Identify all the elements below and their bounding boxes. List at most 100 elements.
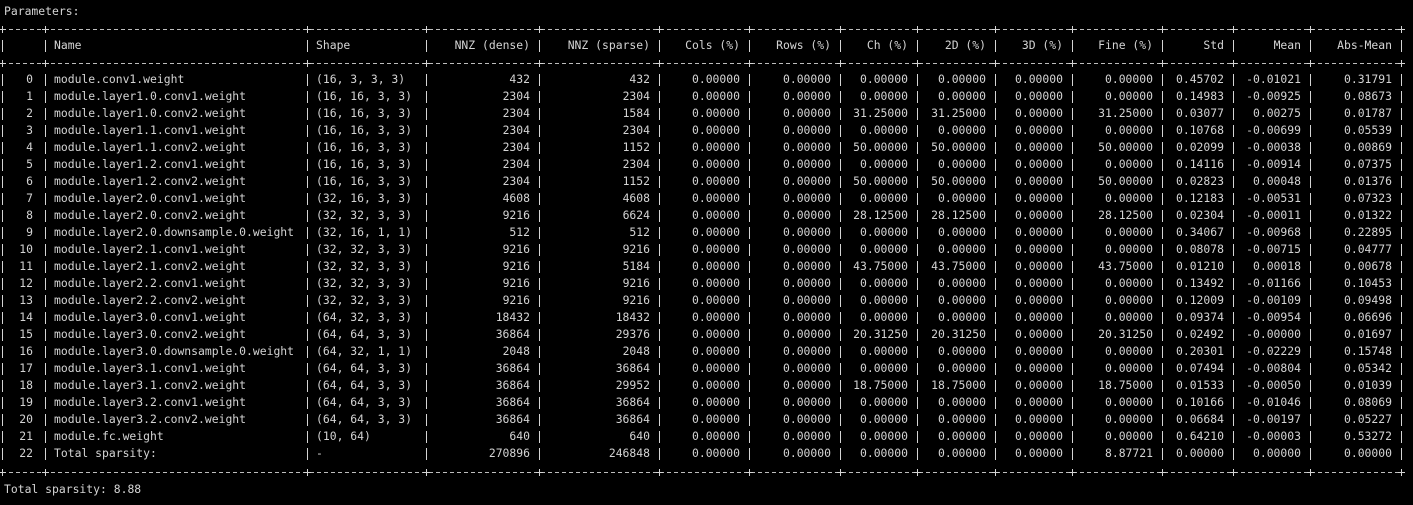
row-index: 15 [19, 327, 33, 341]
cell-value: 0.00000 [859, 225, 908, 239]
column-divider [1310, 363, 1311, 375]
column-divider [1401, 448, 1402, 460]
border-junction [1069, 26, 1076, 33]
cell-value: 0.13492 [1175, 276, 1224, 290]
column-divider [1310, 448, 1311, 460]
cell-value: 0.00000 [1014, 191, 1063, 205]
column-divider [840, 210, 841, 222]
column-divider [2, 210, 3, 222]
cell-value: 36864 [495, 412, 530, 426]
column-divider [995, 329, 996, 341]
column-divider [307, 329, 308, 341]
column-divider [1401, 414, 1402, 426]
cell-value: 0.00000 [1014, 412, 1063, 426]
column-divider [426, 244, 427, 256]
cell-value: (32, 32, 3, 3) [316, 276, 413, 290]
column-divider [307, 91, 308, 103]
border-junction [656, 26, 663, 33]
cell-value: 0.01533 [1175, 378, 1224, 392]
cell-value: 0.10453 [1343, 276, 1392, 290]
column-divider [307, 346, 308, 358]
border-junction [1398, 469, 1405, 476]
cell-value: (16, 3, 3, 3) [316, 72, 406, 86]
column-divider [307, 278, 308, 290]
column-divider [426, 227, 427, 239]
cell-value: 0.00000 [1014, 378, 1063, 392]
column-divider [749, 278, 750, 290]
column-divider [426, 329, 427, 341]
cell-value: 0.00000 [1104, 123, 1153, 137]
cell-value: 0.00000 [782, 327, 831, 341]
column-divider [45, 74, 46, 86]
column-divider [1310, 278, 1311, 290]
row-index: 0 [26, 72, 33, 86]
column-divider [2, 142, 3, 154]
cell-value: -0.00925 [1246, 89, 1301, 103]
param-name: module.layer1.0.conv1.weight [54, 89, 247, 103]
column-divider [539, 159, 540, 171]
table-bottom-border [2, 472, 1402, 473]
column-divider [1233, 380, 1234, 392]
column-divider [1072, 40, 1073, 52]
border-junction [1230, 469, 1237, 476]
table-row: 6 module.layer1.2.conv2.weight (16, 16, 3,… [0, 173, 1413, 190]
column-header: Fine (%) [1098, 38, 1153, 52]
column-divider [659, 91, 660, 103]
cell-value: 0.00000 [691, 140, 740, 154]
column-divider [426, 40, 427, 52]
column-divider [1233, 312, 1234, 324]
cell-value: 0.00000 [1014, 106, 1063, 120]
column-divider [995, 142, 996, 154]
cell-value: 50.00000 [853, 140, 908, 154]
column-divider [1401, 363, 1402, 375]
column-divider [749, 176, 750, 188]
column-divider [749, 397, 750, 409]
cell-value: 43.75000 [931, 259, 986, 273]
border-junction [1230, 26, 1237, 33]
cell-value: 18432 [615, 310, 650, 324]
cell-value: 31.25000 [1098, 106, 1153, 120]
column-divider [917, 40, 918, 52]
border-junction [656, 469, 663, 476]
column-divider [749, 40, 750, 52]
column-divider [840, 278, 841, 290]
row-index: 9 [26, 225, 33, 239]
column-divider [659, 210, 660, 222]
cell-value: 36864 [495, 327, 530, 341]
column-divider [840, 176, 841, 188]
column-divider [1233, 278, 1234, 290]
cell-value: 0.00000 [782, 395, 831, 409]
column-divider [426, 295, 427, 307]
table-row: 14 module.layer3.0.conv1.weight (64, 32, 3… [0, 309, 1413, 326]
column-divider [539, 346, 540, 358]
column-divider [45, 312, 46, 324]
column-divider [840, 108, 841, 120]
column-divider [45, 244, 46, 256]
column-divider [1162, 329, 1163, 341]
column-divider [2, 363, 3, 375]
column-divider [539, 210, 540, 222]
cell-value: 0.00000 [1104, 395, 1153, 409]
cell-value: 0.00000 [859, 276, 908, 290]
cell-value: 0.00000 [782, 378, 831, 392]
column-divider [2, 278, 3, 290]
border-junction [42, 469, 49, 476]
cell-value: 2304 [502, 140, 530, 154]
column-divider [2, 227, 3, 239]
column-divider [1310, 227, 1311, 239]
cell-value: 0.00000 [937, 72, 986, 86]
cell-value: 0.00000 [691, 378, 740, 392]
column-divider [426, 363, 427, 375]
cell-value: 0.00000 [1014, 225, 1063, 239]
column-divider [1072, 159, 1073, 171]
column-divider [539, 448, 540, 460]
column-divider [1233, 74, 1234, 86]
column-divider [749, 448, 750, 460]
column-divider [1310, 193, 1311, 205]
column-divider [749, 380, 750, 392]
cell-value: 0.00000 [1014, 89, 1063, 103]
table-row: 8 module.layer2.0.conv2.weight (32, 32, 3,… [0, 207, 1413, 224]
row-index: 19 [19, 395, 33, 409]
column-divider [45, 176, 46, 188]
row-index: 8 [26, 208, 33, 222]
